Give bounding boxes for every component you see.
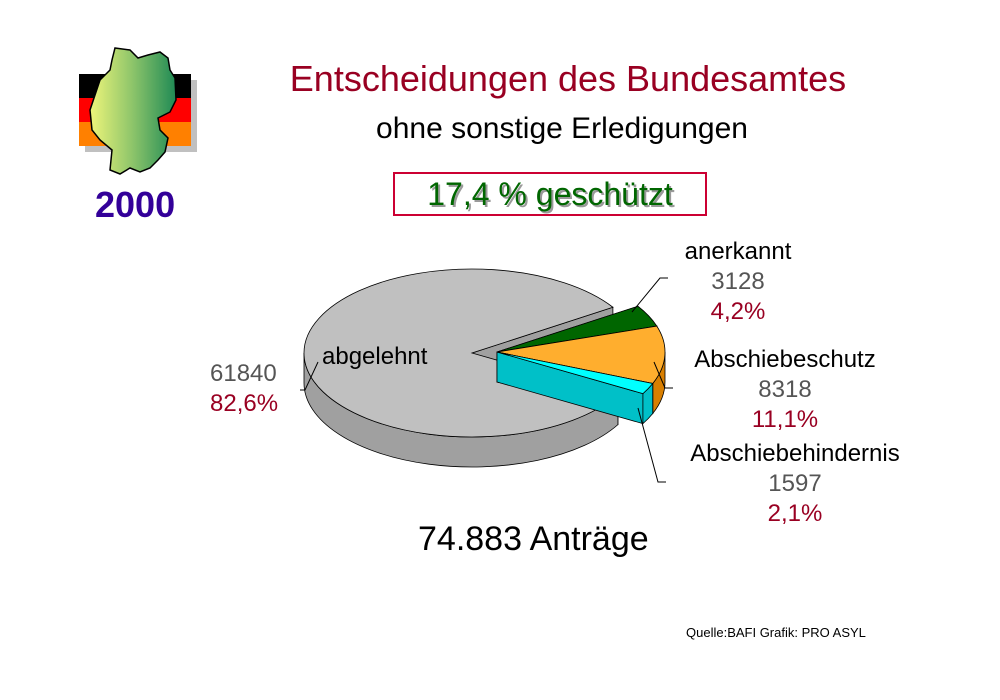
pie-slice-abgelehnt: [303, 268, 619, 438]
protected-summary-box: 17,4 % geschützt: [393, 172, 707, 216]
total-applications: 74.883 Anträge: [418, 520, 649, 558]
leader-line-abgelehnt: [300, 361, 319, 391]
slice-value-anerkannt: 3128: [711, 268, 765, 295]
leader-line-abschiebehindernis: [637, 407, 666, 483]
pie-slice-abschiebehindernis: [496, 351, 654, 395]
protected-summary: 17,4 % geschützt: [427, 176, 673, 212]
slice-value-abgelehnt: 61840: [210, 360, 277, 387]
slice-label-abschiebehindernis: Abschiebehindernis: [690, 440, 900, 467]
pie-slice-abschiebeschutz: [496, 325, 666, 384]
slice-value-abschiebehindernis: 1597: [768, 470, 822, 497]
slice-percent-anerkannt: 4,2%: [710, 298, 766, 325]
slice-label-anerkannt: anerkannt: [684, 238, 792, 265]
source-note: Quelle:BAFI Grafik: PRO ASYL: [686, 625, 866, 640]
slice-percent-abschiebehindernis: 2,1%: [767, 500, 823, 527]
year-label: 2000: [95, 184, 176, 225]
leader-line-abschiebeschutz: [653, 361, 673, 389]
leader-line-anerkannt: [631, 277, 668, 313]
slice-value-abschiebeschutz: 8318: [758, 376, 812, 403]
slice-label-abgelehnt: abgelehnt: [322, 343, 428, 370]
chart-subtitle: ohne sonstige Erledigungen: [376, 112, 748, 145]
slice-percent-abschiebeschutz: 11,1%: [751, 406, 819, 433]
slice-percent-abgelehnt: 82,6%: [210, 390, 279, 417]
chart-title: Entscheidungen des Bundesamtes: [289, 58, 847, 99]
germany-flag-map-logo: [79, 47, 197, 175]
slice-label-abschiebeschutz: Abschiebeschutz: [694, 346, 876, 373]
